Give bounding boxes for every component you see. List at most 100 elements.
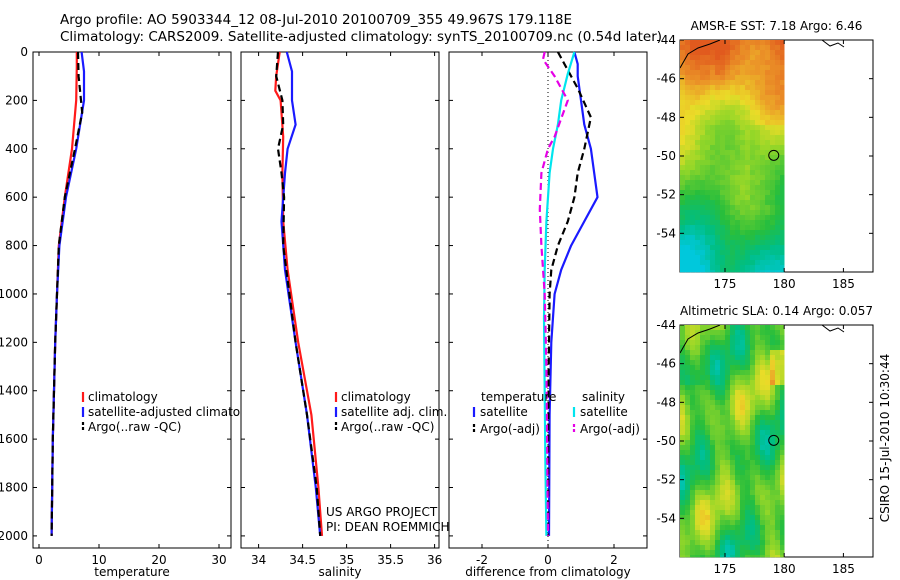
map-cell <box>705 380 711 386</box>
map-cell <box>770 230 776 236</box>
map-cell <box>780 190 785 196</box>
map-cell <box>685 555 691 558</box>
map-cell <box>725 435 731 441</box>
map-cell <box>745 90 751 96</box>
map-cell <box>695 225 701 231</box>
map-cell <box>765 370 771 376</box>
map-cell <box>740 470 746 476</box>
map-cell <box>765 250 771 256</box>
map-cell <box>775 415 781 421</box>
map-cell <box>705 405 711 411</box>
map-cell <box>710 65 716 71</box>
map-cell <box>750 180 756 186</box>
map-cell <box>685 545 691 551</box>
map-cell <box>685 205 691 211</box>
map-cell <box>750 155 756 161</box>
map-cell <box>780 250 785 256</box>
map-cell <box>725 265 731 271</box>
map-cell <box>715 520 721 526</box>
map-cell <box>755 265 761 271</box>
map-cell <box>770 490 776 496</box>
map-cell <box>690 460 696 466</box>
map-cell <box>755 220 761 226</box>
map-cell <box>780 80 785 86</box>
map-cell <box>710 550 716 556</box>
map-cell <box>760 430 766 436</box>
map-cell <box>685 135 691 141</box>
map-cell <box>710 530 716 536</box>
map-cell <box>700 255 706 261</box>
y-tick-label: -54 <box>656 511 676 525</box>
map-cell <box>730 500 736 506</box>
map-cell <box>760 100 766 106</box>
map-cell <box>770 385 776 391</box>
map-cell <box>740 150 746 156</box>
map-cell <box>685 190 691 196</box>
map-cell <box>690 175 696 181</box>
map-cell <box>735 405 741 411</box>
map-cell <box>780 200 785 206</box>
map-cell <box>695 400 701 406</box>
map-cell <box>705 505 711 511</box>
map-cell <box>695 445 701 451</box>
y-tick-label: 200 <box>5 93 28 107</box>
map-cell <box>720 105 726 111</box>
map-cell <box>745 225 751 231</box>
map-cell <box>745 210 751 216</box>
map-cell <box>755 375 761 381</box>
map-cell <box>715 170 721 176</box>
map-cell <box>745 260 751 266</box>
map-cell <box>710 555 716 558</box>
map-cell <box>695 485 701 491</box>
map-cell <box>680 480 686 486</box>
map-cell <box>745 155 751 161</box>
map-cell <box>715 400 721 406</box>
map-cell <box>725 425 731 431</box>
map-cell <box>690 325 696 331</box>
map-cell <box>755 340 761 346</box>
map-cell <box>775 95 781 101</box>
map-cell <box>710 355 716 361</box>
map-cell <box>710 410 716 416</box>
map-cell <box>735 245 741 251</box>
map-cell <box>775 540 781 546</box>
map-cell <box>760 65 766 71</box>
map-cell <box>720 455 726 461</box>
map-cell <box>735 130 741 136</box>
map-cell <box>690 95 696 101</box>
map-cell <box>740 400 746 406</box>
map-cell <box>710 270 716 273</box>
map-cell <box>720 85 726 91</box>
map-cell <box>725 430 731 436</box>
map-cell <box>775 425 781 431</box>
map-cell <box>745 240 751 246</box>
map-cell <box>770 55 776 61</box>
map-cell <box>745 475 751 481</box>
map-cell <box>735 430 741 436</box>
map-cell <box>740 535 746 541</box>
map-cell <box>735 380 741 386</box>
map-cell <box>685 55 691 61</box>
map-cell <box>740 330 746 336</box>
map-cell <box>735 85 741 91</box>
map-cell <box>695 130 701 136</box>
map-cell <box>720 480 726 486</box>
map-cell <box>685 515 691 521</box>
map-cell <box>700 175 706 181</box>
map-cell <box>780 265 785 271</box>
map-cell <box>770 105 776 111</box>
map-cell <box>685 460 691 466</box>
map-cell <box>715 555 721 558</box>
map-cell <box>745 125 751 131</box>
map-cell <box>740 265 746 271</box>
map-cell <box>705 420 711 426</box>
map-cell <box>695 60 701 66</box>
map-cell <box>695 75 701 81</box>
map-cell <box>760 480 766 486</box>
map-cell <box>710 385 716 391</box>
map-cell <box>765 50 771 56</box>
map-cell <box>715 255 721 261</box>
map-cell <box>715 100 721 106</box>
map-cell <box>680 245 686 251</box>
map-cell <box>730 80 736 86</box>
